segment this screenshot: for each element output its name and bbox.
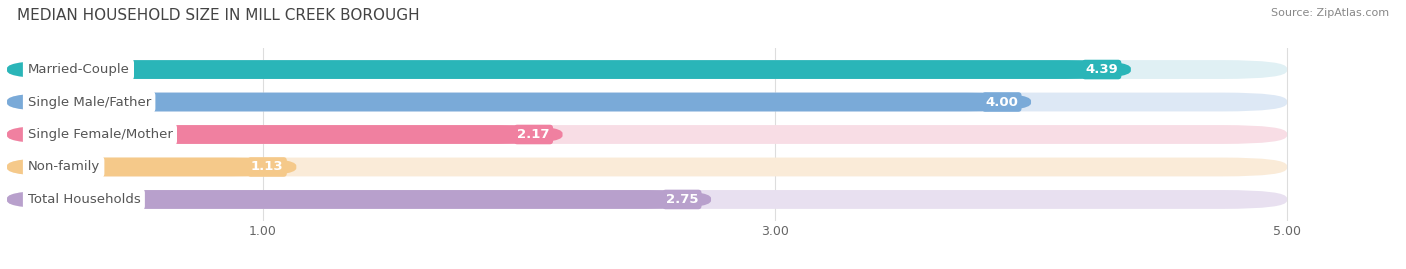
FancyBboxPatch shape <box>7 93 1286 111</box>
Text: 2.17: 2.17 <box>517 128 550 141</box>
Text: Single Female/Mother: Single Female/Mother <box>28 128 173 141</box>
FancyBboxPatch shape <box>7 125 1286 144</box>
FancyBboxPatch shape <box>7 158 297 176</box>
Text: Source: ZipAtlas.com: Source: ZipAtlas.com <box>1271 8 1389 18</box>
Text: 2.75: 2.75 <box>665 193 699 206</box>
Text: Total Households: Total Households <box>28 193 141 206</box>
FancyBboxPatch shape <box>7 60 1286 79</box>
Text: 4.00: 4.00 <box>986 95 1018 108</box>
FancyBboxPatch shape <box>7 190 1286 209</box>
Text: MEDIAN HOUSEHOLD SIZE IN MILL CREEK BOROUGH: MEDIAN HOUSEHOLD SIZE IN MILL CREEK BORO… <box>17 8 419 23</box>
FancyBboxPatch shape <box>7 158 1286 176</box>
FancyBboxPatch shape <box>7 125 562 144</box>
Text: Single Male/Father: Single Male/Father <box>28 95 150 108</box>
FancyBboxPatch shape <box>7 60 1130 79</box>
Text: 4.39: 4.39 <box>1085 63 1118 76</box>
FancyBboxPatch shape <box>7 190 711 209</box>
Text: Non-family: Non-family <box>28 161 100 174</box>
Text: Married-Couple: Married-Couple <box>28 63 129 76</box>
FancyBboxPatch shape <box>7 93 1031 111</box>
Text: 1.13: 1.13 <box>250 161 284 174</box>
